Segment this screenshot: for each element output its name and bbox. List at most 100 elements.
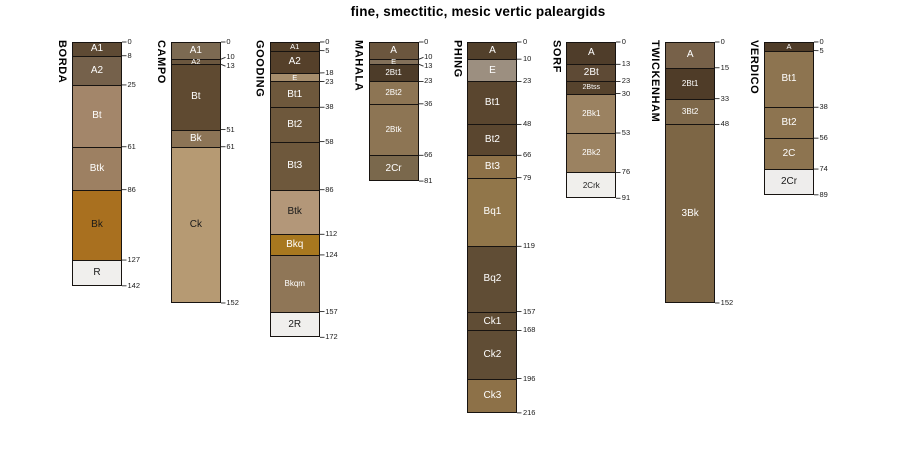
horizon-band: R: [72, 260, 122, 286]
horizon-label: 2Bt2: [385, 88, 402, 98]
depth-label: 8: [127, 50, 132, 60]
depth-label: 48: [720, 119, 729, 129]
depth-label: 0: [720, 37, 725, 46]
depth-label: 38: [819, 102, 828, 112]
depth-label: 172: [325, 332, 338, 342]
chart-title: fine, smectitic, mesic vertic paleargids: [350, 4, 606, 19]
soil-profile: A1 A2 E Bt1 Bt2 Bt3 Btk Bkq Bkqm 2R 0 5 18 23 38 58 86 11…: [269, 37, 338, 341]
horizon-band: 3Bk: [665, 124, 716, 303]
depth-label: 38: [325, 102, 334, 112]
horizon-band: Bk: [170, 129, 221, 147]
depth-label: 112: [325, 229, 338, 239]
horizon-band: Bkqm: [269, 254, 320, 312]
profile-name-label: SORF: [550, 40, 563, 73]
horizon-band: Bt2: [764, 107, 815, 139]
horizon-label: Bk: [91, 219, 103, 231]
depth-label: 30: [621, 88, 631, 98]
depth-label: 10: [226, 52, 235, 62]
horizon-label: 2Bk2: [582, 148, 601, 158]
depth-label: 0: [819, 36, 824, 46]
horizon-label: A2: [90, 64, 104, 76]
horizon-band: Bt1: [764, 50, 815, 108]
horizon-label: Bkq: [286, 239, 304, 251]
horizon-band: Bq2: [467, 246, 518, 312]
depth-label: 89: [819, 189, 828, 199]
profile-name-label: CAMPO: [154, 40, 167, 84]
depth-tick: [418, 63, 424, 67]
horizon-band: A1: [170, 42, 221, 60]
depth-label: 157: [522, 306, 536, 316]
horizon-band: Bt2: [269, 107, 320, 142]
depth-tick: [220, 63, 226, 67]
profile-name-label: MAHALA: [352, 40, 365, 92]
depth-label: 5: [819, 45, 824, 55]
depth-label: 0: [424, 37, 429, 46]
horizon-band: A2: [170, 57, 221, 67]
depth-label: 53: [621, 128, 631, 137]
horizon-label: A2: [191, 57, 201, 67]
horizon-label: A1: [189, 44, 202, 56]
horizon-band: Bt1: [467, 81, 518, 125]
depth-label: 81: [424, 176, 433, 186]
horizon-band: 2Btk: [368, 103, 419, 156]
horizon-band: 2Bt2: [368, 81, 419, 104]
horizon-band: 2Cr: [368, 155, 419, 182]
horizon-band: 2Bt: [566, 64, 617, 82]
horizon-band: Bt2: [467, 124, 518, 156]
depth-label: 0: [127, 37, 132, 46]
horizon-label: 2Bt1: [385, 68, 402, 78]
profile-name-label: TWICKENHAM: [649, 40, 662, 123]
horizon-label: 2R: [288, 318, 302, 330]
horizon-label: Bt2: [287, 118, 303, 130]
horizon-label: 2Btk: [385, 125, 402, 135]
depth-label: 13: [424, 61, 433, 71]
depth-label: 5: [325, 45, 330, 55]
depth-label: 13: [226, 61, 235, 71]
depth-label: 0: [522, 37, 528, 46]
horizon-label: Bt3: [287, 160, 303, 172]
depth-label: 196: [522, 373, 536, 383]
depth-label: 23: [325, 76, 334, 86]
horizon-band: Bt1: [269, 81, 320, 108]
horizon-band: Ck2: [467, 330, 518, 379]
horizon-label: Ck3: [483, 390, 502, 402]
horizon-band: 2Bk2: [566, 133, 617, 173]
horizon-label: A: [489, 44, 496, 56]
horizon-band: 2Bt1: [368, 64, 419, 82]
horizon-band: 2Crk: [566, 172, 617, 199]
horizon-band: Btk: [72, 146, 122, 190]
depth-ticks: [517, 41, 522, 414]
horizon-band: A: [764, 41, 815, 51]
horizon-label: Bt: [191, 91, 201, 103]
depth-label: 152: [226, 297, 239, 307]
horizon-label: A: [390, 44, 397, 56]
horizon-band: Ck3: [467, 378, 518, 413]
horizon-band: Btk: [269, 189, 320, 235]
depth-ticks: [418, 41, 424, 182]
horizon-label: Ck: [189, 219, 202, 231]
profile-name-label: GOODING: [253, 40, 266, 98]
depth-ticks: [616, 41, 621, 199]
horizon-label: Ck1: [483, 315, 502, 327]
horizon-label: A: [786, 41, 792, 51]
profile-name-label: PHING: [451, 40, 464, 78]
horizon-label: Bt2: [781, 117, 797, 129]
horizon-band: 3Bt2: [665, 98, 716, 125]
horizon-band: 2R: [269, 311, 320, 338]
horizon-band: A: [665, 42, 716, 68]
horizon-band: Bq1: [467, 177, 518, 247]
depth-label: 0: [621, 37, 626, 46]
horizon-band: Bkq: [269, 234, 320, 255]
horizon-band: A: [566, 42, 617, 65]
depth-ticks: [122, 41, 127, 287]
horizon-label: Bt1: [484, 97, 500, 109]
horizon-label: 2Bt: [583, 67, 599, 79]
soil-profile: A 2Bt1 3Bt2 3Bk 0 15 33 48 152: [665, 38, 733, 306]
depth-tick: [220, 56, 226, 60]
horizon-label: R: [93, 267, 101, 279]
horizon-label: Bq2: [483, 273, 502, 285]
depth-label: 152: [720, 297, 734, 307]
horizon-label: Bq1: [483, 206, 502, 218]
horizon-label: A1: [290, 41, 300, 51]
depth-label: 66: [424, 150, 433, 160]
